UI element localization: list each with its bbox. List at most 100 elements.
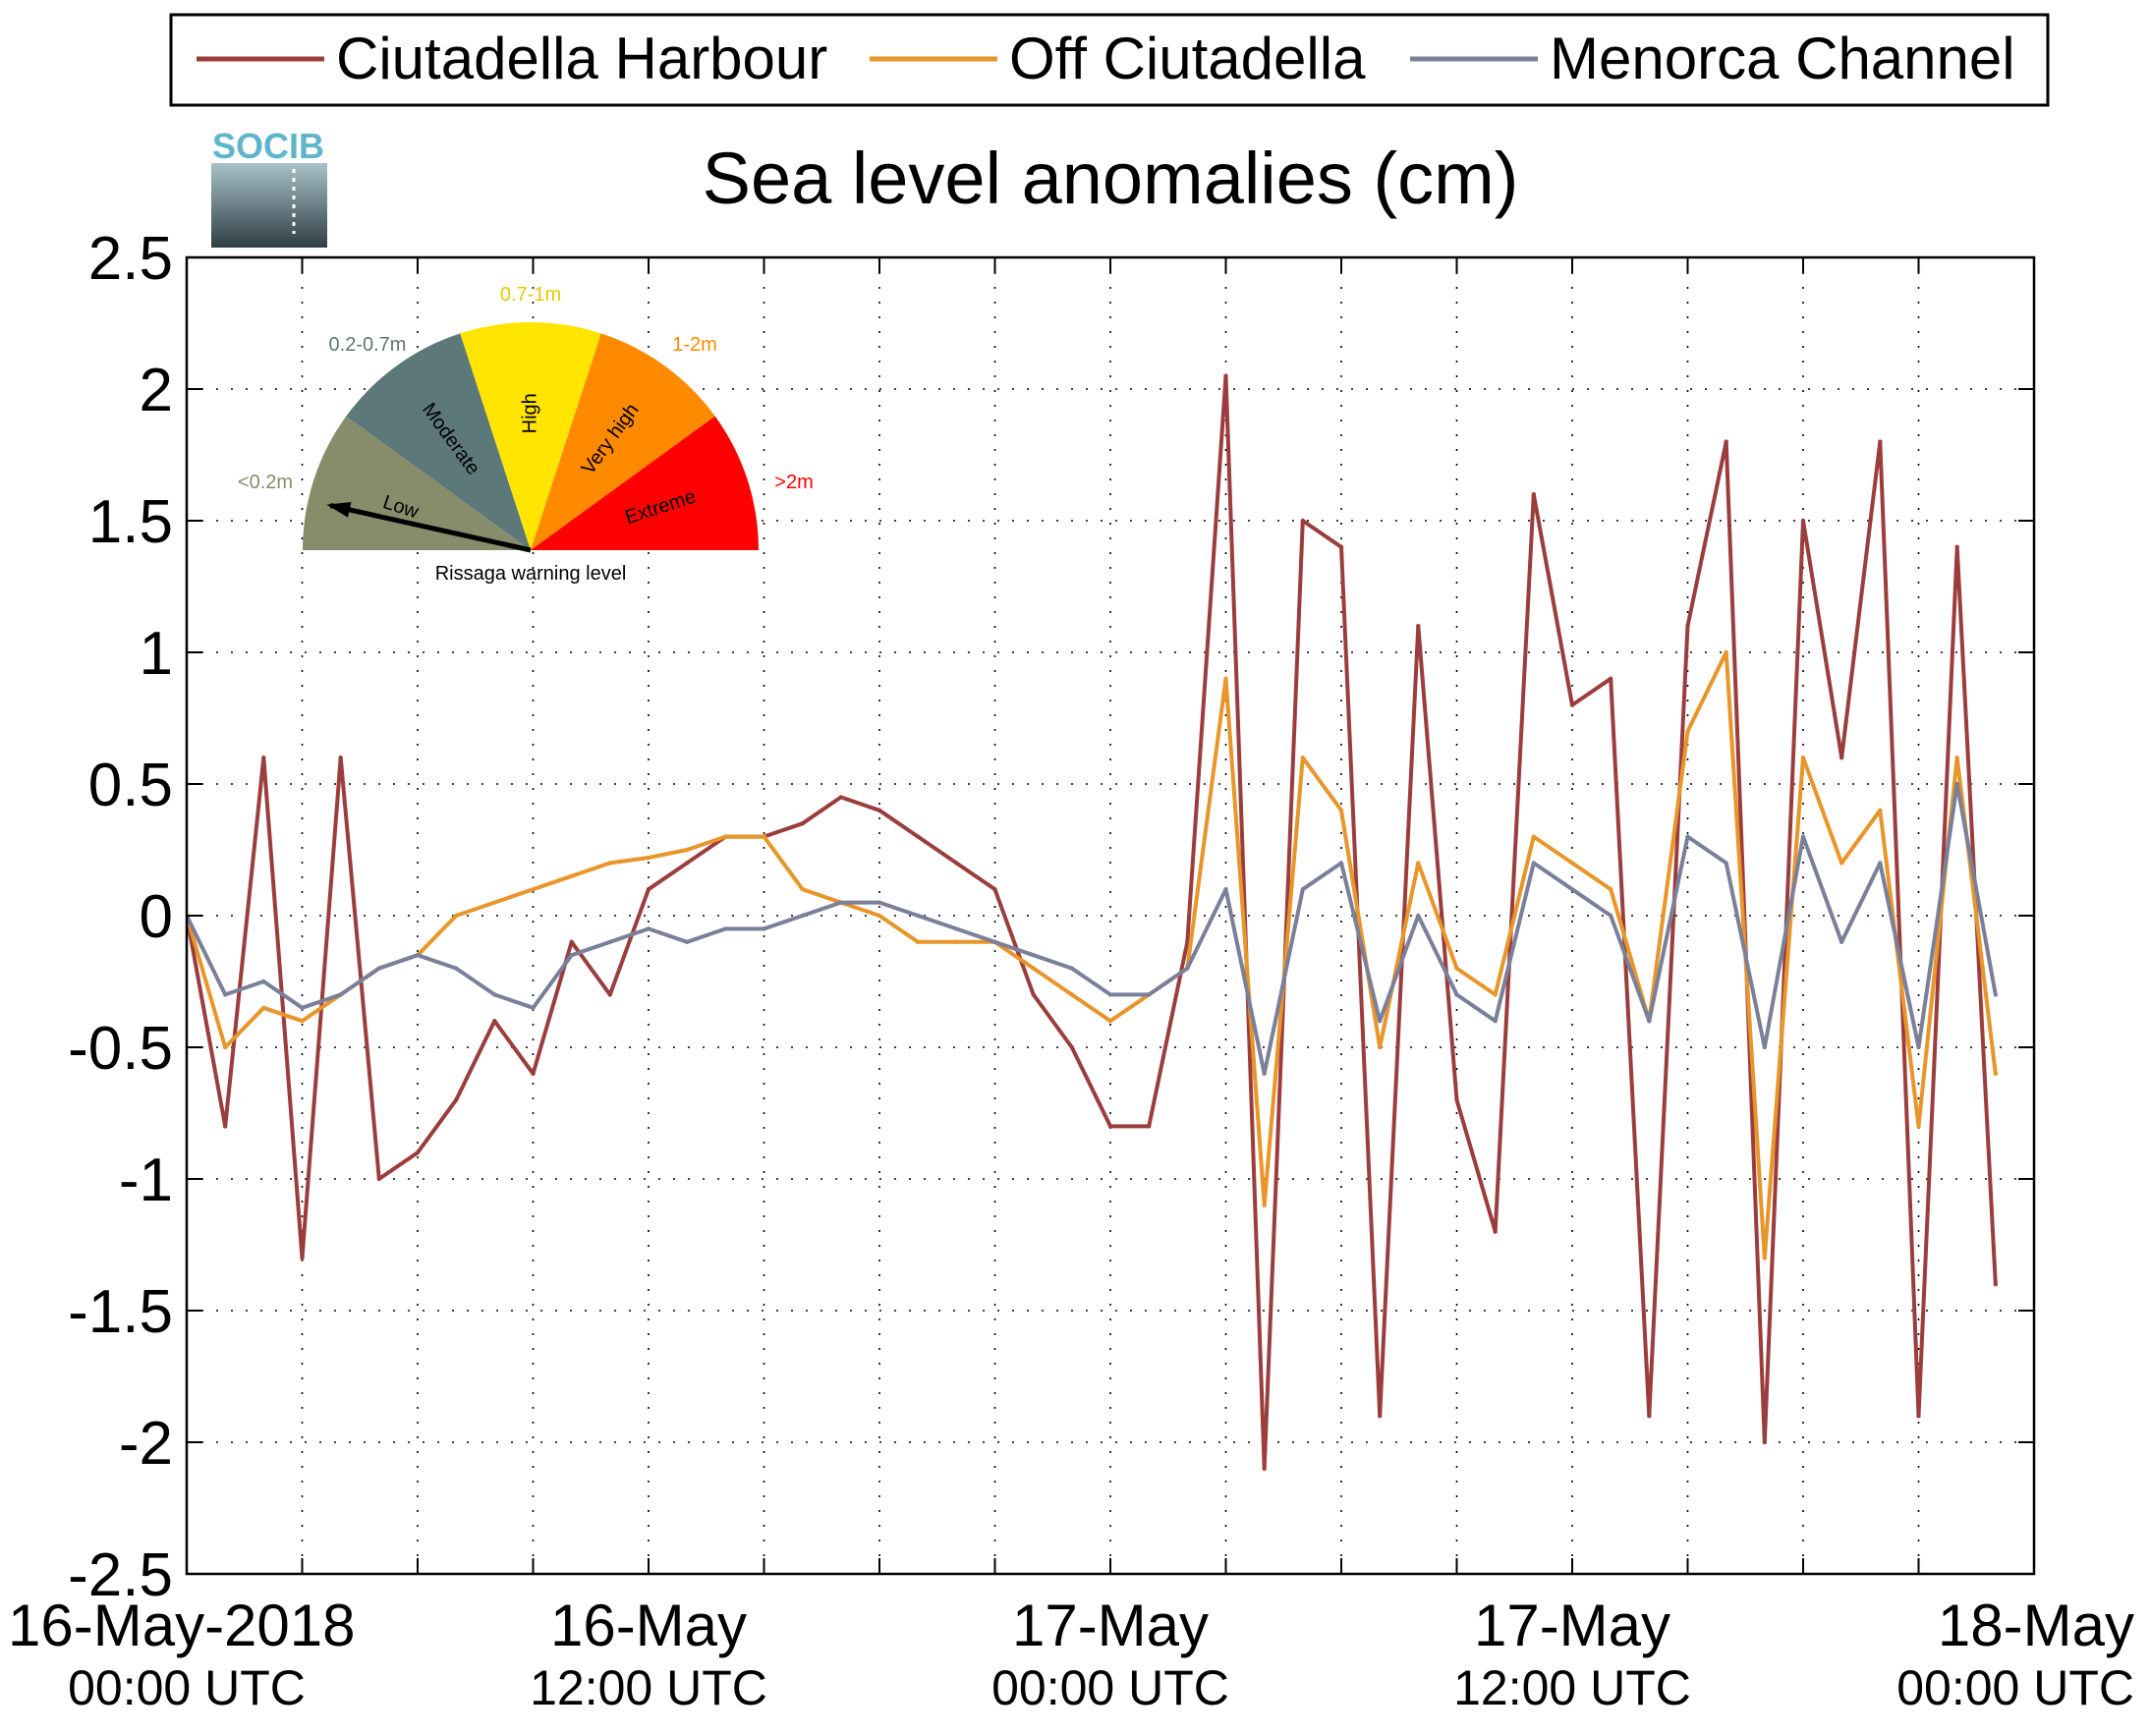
data-point [1993, 1071, 1999, 1077]
data-point [1454, 1097, 1459, 1102]
data-point [1377, 1019, 1383, 1024]
data-point [1762, 1044, 1768, 1050]
data-point [1300, 756, 1306, 760]
gauge-sector [531, 416, 759, 550]
data-point [1416, 861, 1421, 866]
data-point [1878, 439, 1883, 444]
data-point [415, 953, 421, 958]
data-point [800, 887, 805, 892]
data-point [1685, 834, 1690, 839]
data-point [1531, 861, 1537, 866]
data-point [1685, 624, 1690, 629]
y-tick-label: -2 [119, 1410, 173, 1478]
data-point [684, 861, 690, 866]
x-tick-label-time: 12:00 UTC [1453, 1660, 1691, 1715]
gauge-sector-label: High [519, 393, 540, 433]
data-point [1416, 624, 1421, 629]
series-group [187, 373, 1999, 1472]
gauge-range-label: 0.7-1m [500, 284, 561, 306]
data-point [1300, 518, 1306, 524]
data-point [569, 939, 574, 944]
data-point [1647, 1019, 1652, 1024]
data-point [723, 926, 728, 931]
data-point [338, 756, 343, 760]
data-point [1107, 1124, 1113, 1129]
data-point [1338, 544, 1344, 549]
data-point [992, 939, 997, 944]
gauge-sector [531, 333, 715, 550]
data-point [1031, 992, 1036, 997]
data-point [877, 900, 882, 905]
data-point [1762, 1256, 1768, 1260]
data-point [1839, 756, 1844, 760]
data-point [1493, 1229, 1498, 1234]
gauge-range-label: 0.2-0.7m [329, 334, 407, 356]
data-point [1685, 729, 1690, 734]
data-point [453, 913, 459, 919]
x-tick-label-date: 16-May-2018 [8, 1593, 356, 1658]
gauge-range-label: <0.2m [238, 472, 293, 493]
legend-label: Off Ciutadella [1009, 26, 1366, 91]
data-point [838, 795, 844, 800]
data-point [1569, 887, 1575, 892]
data-point [1146, 992, 1152, 997]
data-point [1608, 676, 1613, 681]
y-tick-label: -2.5 [68, 1541, 173, 1609]
data-point [646, 855, 651, 861]
x-tick-label-date: 17-May [1474, 1593, 1670, 1658]
data-point [800, 821, 805, 826]
data-point [1223, 887, 1228, 892]
data-point [1724, 439, 1728, 444]
y-tick-label: 2 [140, 357, 173, 424]
data-point [1724, 649, 1728, 655]
x-tick-label-date: 17-May [1012, 1593, 1209, 1658]
socib-logo: SOCIB [211, 126, 327, 248]
data-point [1800, 756, 1806, 760]
data-point [300, 1005, 305, 1010]
data-point [1647, 1414, 1652, 1419]
plot-frame [185, 255, 2036, 1576]
data-point [607, 992, 613, 997]
data-point [300, 1019, 305, 1024]
gauge-sector [346, 333, 531, 550]
data-point [915, 834, 921, 839]
data-point [1569, 861, 1575, 866]
data-point [607, 939, 613, 944]
logo-text: SOCIB [212, 126, 324, 166]
x-tick-label-time: 00:00 UTC [1896, 1660, 2134, 1715]
data-point [1531, 834, 1537, 839]
data-point [762, 926, 766, 931]
data-point [376, 1176, 382, 1182]
data-point [723, 834, 728, 839]
y-tick-label: 1.5 [88, 488, 173, 556]
data-point [1493, 1019, 1498, 1024]
data-point [1223, 676, 1228, 681]
legend-items: Ciutadella Harbour Off Ciutadella Menorca … [197, 26, 2015, 91]
data-point [1031, 966, 1036, 971]
data-point [300, 1256, 305, 1260]
data-point [1300, 887, 1306, 892]
data-point [453, 966, 459, 971]
x-tick-label-time: 12:00 UTC [530, 1660, 767, 1715]
x-tick-label-date: 16-May [550, 1593, 747, 1658]
data-point [1800, 834, 1806, 839]
gauge-pointer-head [326, 502, 352, 518]
data-point [1185, 966, 1190, 971]
data-point [1107, 1019, 1113, 1024]
data-point [1223, 373, 1228, 378]
gauge-pointer [329, 503, 532, 553]
data-point [954, 926, 959, 931]
data-point [1954, 544, 1959, 549]
data-point [531, 1005, 536, 1010]
data-point [762, 834, 766, 839]
series-line [187, 782, 1998, 1076]
data-point [992, 887, 997, 892]
data-point [1031, 953, 1036, 958]
x-tick-label-time: 00:00 UTC [991, 1660, 1229, 1715]
data-point [1878, 861, 1883, 866]
data-point [1377, 1044, 1383, 1050]
data-point [915, 913, 921, 919]
data-point [222, 1044, 228, 1050]
y-tick-label: 0 [140, 883, 173, 951]
